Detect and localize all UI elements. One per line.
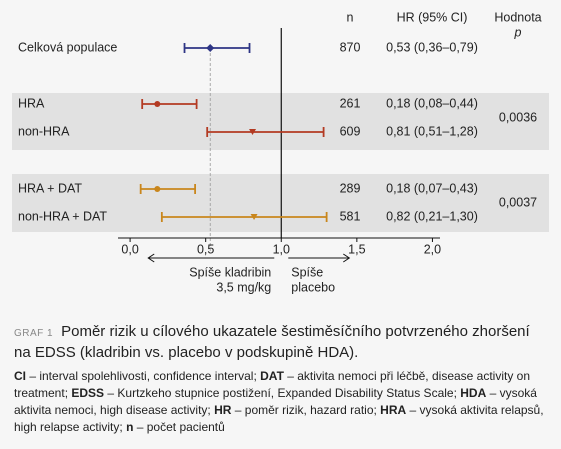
note-text: – počet pacientů [133,420,225,434]
left-label: 3,5 mg/kg [216,280,271,294]
group-band [12,174,549,232]
x-tick-label: 2,0 [424,242,441,256]
notes: CI – interval spolehlivosti, confidence … [14,368,549,436]
note-term: DAT [260,369,284,383]
row-n: 289 [340,181,361,195]
caption-tag: GRAF 1 [14,328,54,339]
x-tick-label: 0,0 [121,242,138,256]
row-label: non-HRA [18,124,70,138]
right-arrow [288,253,351,263]
x-tick-label: 0,5 [197,242,214,256]
row-ci: 0,81 (0,51–1,28) [386,124,478,138]
note-term: CI [14,369,26,383]
header-ci: HR (95% CI) [397,10,468,24]
caption: GRAF 1 Poměr rizik u cílového ukazatele š… [14,322,549,436]
row-ci: 0,18 (0,08–0,44) [386,96,478,110]
caption-title: GRAF 1 Poměr rizik u cílového ukazatele š… [14,322,549,362]
note-text: – vysoká aktivita nemoci, high disease a… [14,386,537,417]
row-label: HRA + DAT [18,181,82,195]
caption-text: Poměr rizik u cílového ukazatele šestimě… [14,323,530,361]
hr-point [206,44,215,52]
row-n: 581 [340,209,361,223]
lines [12,28,549,252]
x-tick-label: 1,0 [273,242,290,256]
hr-point [249,129,257,135]
hr-point [250,214,258,220]
note-text: – Kurtzkeho stupnice postižení, Expanded… [104,386,461,400]
p-value: 0,0036 [499,110,537,124]
row-label: Celková populace [18,40,117,54]
row-ci: 0,18 (0,07–0,43) [386,181,478,195]
note-term: HRA [380,403,407,417]
row-n: 261 [340,96,361,110]
x-tick-label: 1,5 [348,242,365,256]
note-text: – aktivita nemoci při léčbě, disease act… [14,369,531,400]
right-label: placebo [291,280,335,294]
row-n: 870 [340,40,361,54]
header-n: n [347,10,354,24]
left-label: Spíše kladribin [189,265,271,279]
note-text: – poměr rizik, hazard ratio; [231,403,381,417]
hr-point [154,101,161,107]
header-p-symbol: p [514,25,522,39]
row-ci: 0,82 (0,21–1,30) [386,209,478,223]
right-label: Spíše [291,265,323,279]
header-p: Hodnota [494,10,541,24]
row-ci: 0,53 (0,36–0,79) [386,40,478,54]
row-n: 609 [340,124,361,138]
note-term: HR [214,403,232,417]
note-term: EDSS [71,386,105,400]
p-value: 0,0037 [499,195,537,209]
left-arrow [147,253,275,263]
note-text: – interval spolehlivosti, confidence int… [26,369,261,383]
row-label: HRA [18,96,45,110]
hr-point [154,186,161,192]
group-band [12,93,549,150]
note-term: n [126,420,134,434]
row-label: non-HRA + DAT [18,209,107,223]
forest-plot: n HR (95% CI) Hodnota p 0,0036 0,0037 Celk… [12,10,549,294]
note-text: – vysoká aktivita relapsů, high relapse … [14,403,544,434]
note-term: HDA [460,386,487,400]
